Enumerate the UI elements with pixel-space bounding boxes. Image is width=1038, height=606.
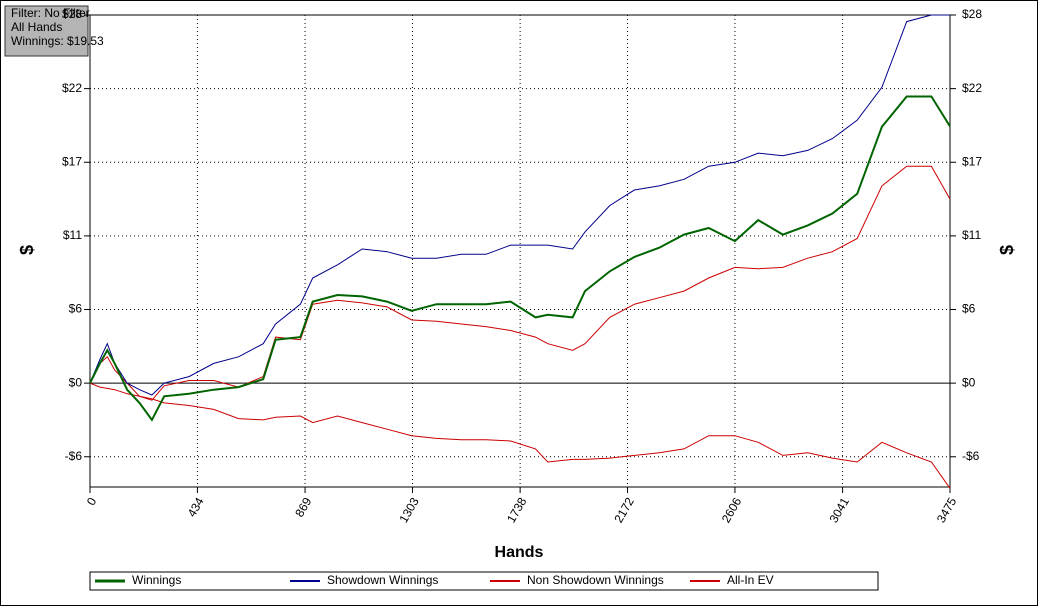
info-box: [4, 5, 89, 57]
y-tick-label: $17: [62, 154, 82, 168]
y-tick-label: $11: [63, 228, 82, 242]
y2-axis-label: $: [997, 245, 1017, 255]
y-tick-label: $0: [69, 375, 83, 389]
info-text: All Hands: [11, 20, 62, 34]
legend: [89, 571, 879, 591]
y2-tick-label: -$6: [962, 449, 980, 463]
series-line: [89, 14, 950, 396]
y2-tick-label: $0: [962, 375, 976, 389]
legend-label: Non Showdown Winnings: [527, 573, 664, 587]
info-text: Filter: No Filter: [11, 6, 90, 20]
series-line: [89, 165, 951, 401]
legend-label: Showdown Winnings: [327, 573, 438, 587]
y2-tick-label: $17: [962, 154, 982, 168]
legend-label: All-In EV: [727, 573, 774, 587]
series-line: [89, 95, 951, 422]
y-tick-label: $6: [69, 302, 83, 316]
y-tick-label: -$6: [65, 449, 83, 463]
y-axis-label: $: [17, 245, 37, 255]
y-tick-label: $28: [62, 7, 82, 21]
y2-tick-label: $11: [962, 228, 981, 242]
legend-label: Winnings: [132, 573, 181, 587]
x-axis-label: Hands: [495, 544, 544, 561]
y2-tick-label: $28: [962, 7, 982, 21]
y2-tick-label: $6: [962, 302, 976, 316]
y-tick-label: $22: [62, 81, 82, 95]
y2-tick-label: $22: [962, 81, 982, 95]
info-text: Winnings: $19.53: [11, 34, 104, 48]
